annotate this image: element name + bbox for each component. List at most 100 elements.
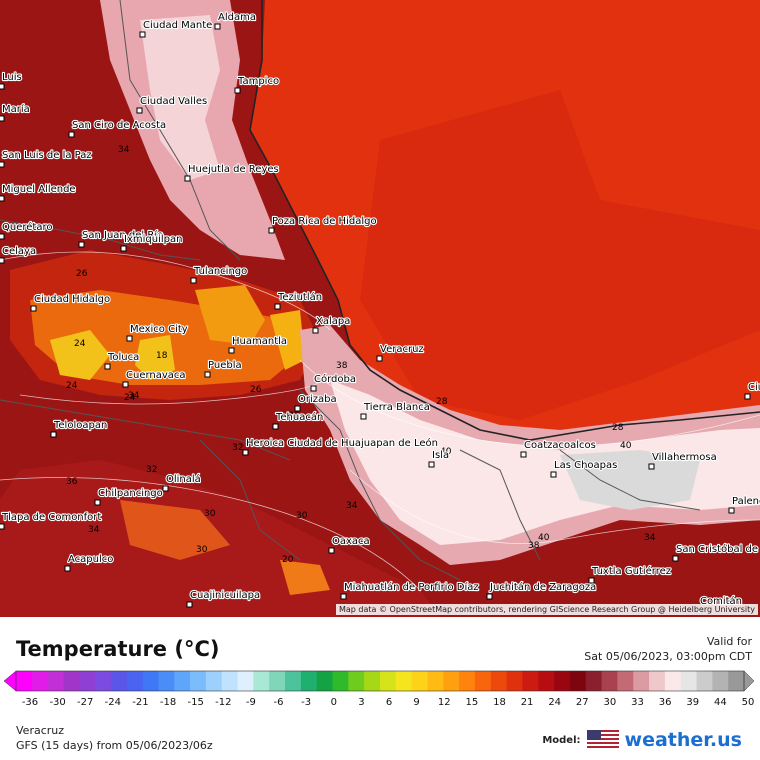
city-marker[interactable]: Juchitán de Zaragoza <box>486 580 597 600</box>
brand[interactable]: Model: weather.us <box>542 729 742 751</box>
scale-swatch <box>158 671 175 691</box>
contour-label: 40 <box>440 447 452 457</box>
scale-tick-label: -15 <box>187 697 204 708</box>
contour-label: 34 <box>644 533 656 543</box>
scale-tick-label: -9 <box>245 697 256 708</box>
city-dot <box>139 31 146 38</box>
city-dot <box>228 347 235 354</box>
city-marker[interactable]: Ciudad Valles <box>136 95 208 114</box>
city-marker[interactable]: Isla <box>428 449 450 468</box>
city-marker[interactable]: Teloloapan <box>50 419 108 438</box>
scale-swatch <box>221 671 238 691</box>
city-marker[interactable]: Acapulco <box>64 553 114 572</box>
city-marker[interactable]: Ciudad Mante <box>139 19 213 38</box>
city-dot <box>428 461 435 468</box>
city-marker[interactable]: Olinalá <box>162 472 202 492</box>
city-marker[interactable]: Puebla <box>204 359 243 378</box>
city-marker[interactable]: Chilpancingo <box>94 487 164 506</box>
city-marker[interactable]: Tuxtla Gutiérrez <box>588 564 672 584</box>
city-label: Celaya <box>2 246 36 257</box>
city-marker[interactable]: Las Choapas <box>550 459 618 478</box>
city-marker[interactable]: Mexico City <box>126 323 189 342</box>
scale-swatch <box>190 671 207 691</box>
city-marker[interactable]: Villahermosa <box>648 451 718 470</box>
city-label: Juchitán de Zaragoza <box>489 581 596 593</box>
scale-tick-label: 9 <box>413 697 420 708</box>
city-marker[interactable]: San Ciro de Acosta <box>68 119 167 138</box>
city-label: Veracruz <box>380 344 424 355</box>
scale-swatch <box>348 671 365 691</box>
contour-label: 40 <box>538 533 550 543</box>
city-marker[interactable]: Cuajinicuilapa <box>186 589 261 608</box>
popocatepetl-cold-zone <box>135 335 175 380</box>
city-label: Luis <box>2 72 22 83</box>
city-label: Mexico City <box>130 324 188 335</box>
city-marker[interactable]: Xalapa <box>312 315 351 334</box>
city-dot <box>486 593 493 600</box>
city-marker[interactable]: Tehuacán <box>272 410 324 430</box>
city-label: Tierra Blanca <box>363 402 430 413</box>
city-marker[interactable]: Orizaba <box>294 393 338 412</box>
scale-tick-label: 50 <box>741 697 755 708</box>
city-marker[interactable]: Córdoba <box>310 372 357 392</box>
city-marker[interactable]: San Juan del Río <box>78 228 164 248</box>
city-marker[interactable]: Tampico <box>234 75 280 94</box>
city-dot <box>520 451 527 458</box>
city-marker[interactable]: Coatzacoalcos <box>520 439 597 458</box>
city-marker[interactable]: Celaya <box>0 245 37 264</box>
city-marker[interactable]: Palenque <box>728 495 760 514</box>
scale-swatch <box>332 671 349 691</box>
valid-label: Valid for <box>706 635 752 648</box>
city-marker[interactable]: Luis <box>0 71 23 90</box>
toluca-cold-zone <box>50 330 110 380</box>
contour-label: 28 <box>612 423 624 433</box>
city-label: Querétaro <box>2 221 52 233</box>
city-marker[interactable]: María <box>0 102 31 122</box>
contour-label: 34 <box>88 525 100 535</box>
city-marker[interactable]: Huejutla de Reyes <box>184 163 280 182</box>
city-marker[interactable]: Ixmiquilpan <box>120 233 184 252</box>
city-marker[interactable]: Veracruz <box>376 343 425 362</box>
city-marker[interactable]: Miahuatlán de Porfirio Díaz <box>340 580 480 600</box>
scale-swatch <box>585 671 602 691</box>
city-marker[interactable]: Tulancingo <box>190 265 248 284</box>
city-label: Teziutlán <box>277 291 322 303</box>
city-marker[interactable]: Huamantla <box>228 335 288 354</box>
city-marker[interactable]: Ciudad Hidalgo <box>30 293 111 312</box>
city-dot <box>550 471 557 478</box>
contour-label: 36 <box>66 477 78 487</box>
valid-time: Sat 05/06/2023, 03:00pm CDT <box>584 650 752 663</box>
city-marker[interactable]: Teziutlán <box>274 290 323 310</box>
city-marker[interactable]: Querétaro <box>0 220 54 240</box>
scale-swatch <box>601 671 618 691</box>
scale-tick-label: 44 <box>714 697 727 708</box>
scale-tick-label: 18 <box>493 697 506 708</box>
city-marker[interactable]: Aldama <box>214 11 257 30</box>
mixteca-zone <box>120 500 230 560</box>
city-dot <box>328 547 335 554</box>
contour-label: 32 <box>232 443 243 453</box>
city-marker[interactable]: Toluca <box>104 351 140 370</box>
city-marker[interactable]: San Cristóbal de Las Casas <box>672 542 760 562</box>
city-marker[interactable]: Ciudad del Carmen <box>744 381 760 400</box>
city-marker[interactable]: Oaxaca <box>328 535 371 554</box>
city-dot <box>268 227 275 234</box>
city-marker[interactable]: Tlapa de Comonfort <box>0 511 102 530</box>
city-dot <box>0 115 5 122</box>
temperature-map[interactable]: 34 26 24 18 24 24 34 26 38 38 40 36 34 32 30 30 40 38 40 34… <box>0 0 760 617</box>
city-label: Tulancingo <box>193 266 247 277</box>
city-marker[interactable]: Miguel Allende <box>0 183 77 202</box>
city-marker[interactable]: Poza Rica de Hidalgo <box>268 215 378 234</box>
city-dot <box>184 175 191 182</box>
city-label: Ixmiquilpan <box>124 234 182 245</box>
scale-swatch <box>712 671 729 691</box>
city-marker[interactable]: Heroica Ciudad de Huajuapan de León <box>242 436 439 456</box>
scale-tick-label: 39 <box>686 697 700 708</box>
city-marker[interactable]: Cuernavaca <box>122 369 187 388</box>
contour-label: 38 <box>288 411 300 421</box>
city-marker[interactable]: San Luis de la Paz <box>0 149 93 168</box>
city-marker[interactable]: Tierra Blanca <box>360 401 431 420</box>
city-dot <box>68 131 75 138</box>
city-label: Coatzacoalcos <box>524 440 596 451</box>
